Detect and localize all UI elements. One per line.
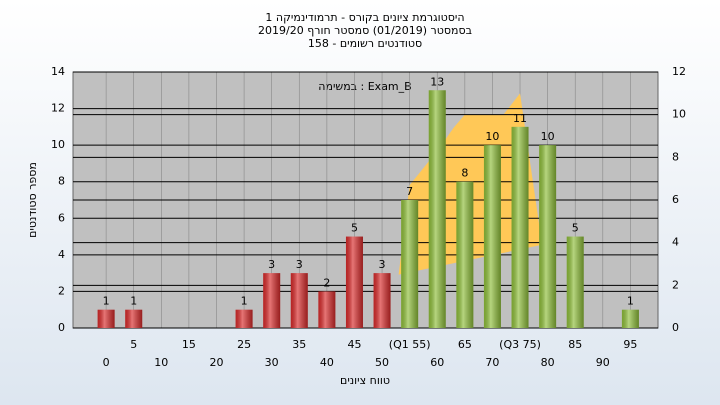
data-label: 13 [430, 75, 444, 88]
data-label: 1 [241, 295, 248, 308]
y-tick-label: 4 [58, 248, 65, 261]
x-tick-label: 80 [541, 356, 555, 369]
x-tick-label: 5 [130, 338, 137, 351]
bar-shine [456, 181, 474, 328]
bar-shine [428, 90, 446, 329]
data-label: 11 [513, 112, 527, 125]
bar-shine [290, 273, 308, 328]
x-tick-label: 60 [430, 356, 444, 369]
x-tick-label: 70 [485, 356, 499, 369]
y-tick-label: 12 [51, 102, 65, 115]
bar-shine [125, 309, 143, 328]
data-label: 8 [461, 167, 468, 180]
title-line: סטודנטים רשומים - 158 [308, 37, 422, 50]
x-tick-label: 90 [596, 356, 610, 369]
data-label: 3 [379, 258, 386, 271]
y-tick-label: 14 [51, 65, 65, 78]
bar-shine [621, 309, 639, 328]
x-tick-label: 15 [182, 338, 196, 351]
bar-shine [539, 145, 557, 328]
title-line: היסטוגרמת ציונים בקורס - תרמודינמיקה 1 [265, 11, 464, 24]
bar-shine [235, 309, 253, 328]
bar-shine [511, 126, 529, 328]
data-label: 1 [130, 295, 137, 308]
bar-shine [345, 236, 363, 328]
y2-tick-label: 8 [672, 150, 679, 163]
data-label: 1 [627, 295, 634, 308]
annotation: במשימה : Exam_B [318, 80, 411, 93]
y-tick-label: 0 [58, 321, 65, 334]
x-tick-label: 35 [292, 338, 306, 351]
bar-shine [373, 273, 391, 328]
data-label: 7 [406, 185, 413, 198]
y2-tick-label: 2 [672, 278, 679, 291]
x-tick-label: 30 [265, 356, 279, 369]
bar-shine [566, 236, 584, 328]
data-label: 1 [103, 295, 110, 308]
data-label: 10 [485, 130, 499, 143]
y-tick-label: 8 [58, 175, 65, 188]
y-tick-label: 6 [58, 211, 65, 224]
data-label: 2 [323, 276, 330, 289]
bar-shine [263, 273, 281, 328]
x-tick-label: 25 [237, 338, 251, 351]
x-tick-label: 20 [209, 356, 223, 369]
x-tick-label: 45 [347, 338, 361, 351]
x-tick-label: 65 [458, 338, 472, 351]
y2-tick-label: 10 [672, 108, 686, 121]
y-axis-label: מספר סטודנטים [26, 162, 39, 238]
bar-shine [483, 145, 501, 328]
bar-shine [97, 309, 115, 328]
y-tick-label: 10 [51, 138, 65, 151]
x-tick-label: (Q3 75) [499, 338, 541, 351]
bar-shine [318, 291, 336, 328]
x-tick-label: 40 [320, 356, 334, 369]
x-axis-label: טווח ציונים [340, 374, 390, 387]
y-tick-label: 2 [58, 284, 65, 297]
bar-shine [401, 200, 419, 328]
title-line: בסמסטר (01/2019) סמסטר חורף 2019/20 [258, 24, 472, 37]
data-label: 3 [296, 258, 303, 271]
data-label: 5 [351, 222, 358, 235]
x-tick-label: 50 [375, 356, 389, 369]
x-tick-label: (Q1 55) [389, 338, 431, 351]
y2-tick-label: 4 [672, 236, 679, 249]
x-tick-label: 0 [103, 356, 110, 369]
x-tick-label: 10 [154, 356, 168, 369]
y2-tick-label: 0 [672, 321, 679, 334]
data-label: 5 [572, 222, 579, 235]
x-tick-label: 85 [568, 338, 582, 351]
data-label: 10 [541, 130, 555, 143]
data-label: 3 [268, 258, 275, 271]
y2-tick-label: 12 [672, 65, 686, 78]
x-tick-label: 95 [623, 338, 637, 351]
y2-tick-label: 6 [672, 193, 679, 206]
